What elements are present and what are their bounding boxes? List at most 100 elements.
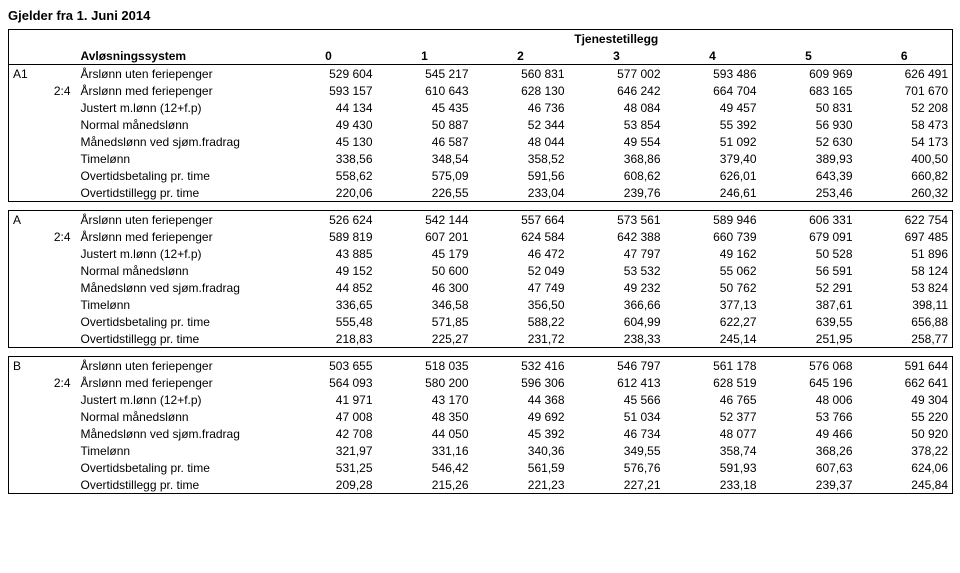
cell: 607 201	[377, 228, 473, 245]
cell: 555,48	[281, 313, 377, 330]
cell: 557 664	[473, 211, 569, 229]
cell: 45 435	[377, 99, 473, 116]
cell: 48 006	[761, 391, 857, 408]
cell: 49 692	[473, 408, 569, 425]
block-code	[9, 313, 41, 330]
cell: 47 797	[569, 245, 665, 262]
block-ratio	[41, 150, 77, 167]
block-code	[9, 442, 41, 459]
cell: 379,40	[665, 150, 761, 167]
cell: 591,93	[665, 459, 761, 476]
cell: 218,83	[281, 330, 377, 348]
cell: 46 736	[473, 99, 569, 116]
cell: 545 217	[377, 65, 473, 83]
cell: 251,95	[761, 330, 857, 348]
cell: 43 885	[281, 245, 377, 262]
cell: 50 528	[761, 245, 857, 262]
cell: 246,61	[665, 184, 761, 202]
cell: 48 350	[377, 408, 473, 425]
cell: 45 179	[377, 245, 473, 262]
block-ratio	[41, 65, 77, 83]
cell: 607,63	[761, 459, 857, 476]
table-row: Timelønn338,56348,54358,52368,86379,4038…	[9, 150, 953, 167]
cell: 43 170	[377, 391, 473, 408]
block-code	[9, 391, 41, 408]
cell: 645 196	[761, 374, 857, 391]
block-ratio: 2:4	[41, 374, 77, 391]
row-label: Årslønn med feriepenger	[77, 82, 281, 99]
block-ratio	[41, 391, 77, 408]
block-code	[9, 459, 41, 476]
cell: 622,27	[665, 313, 761, 330]
row-label: Månedslønn ved sjøm.fradrag	[77, 425, 281, 442]
cell: 697 485	[857, 228, 953, 245]
block-ratio	[41, 167, 77, 184]
cell: 49 457	[665, 99, 761, 116]
cell: 368,86	[569, 150, 665, 167]
cell: 44 852	[281, 279, 377, 296]
cell: 51 034	[569, 408, 665, 425]
block-code: B	[9, 357, 41, 375]
cell: 624 584	[473, 228, 569, 245]
cell: 571,85	[377, 313, 473, 330]
cell: 46 300	[377, 279, 473, 296]
cell: 45 392	[473, 425, 569, 442]
cell: 356,50	[473, 296, 569, 313]
cell: 596 306	[473, 374, 569, 391]
cell: 331,16	[377, 442, 473, 459]
cell: 701 670	[857, 82, 953, 99]
cell: 378,22	[857, 442, 953, 459]
block-ratio	[41, 211, 77, 229]
cell: 628 130	[473, 82, 569, 99]
cell: 561 178	[665, 357, 761, 375]
cell: 398,11	[857, 296, 953, 313]
cell: 589 819	[281, 228, 377, 245]
cell: 503 655	[281, 357, 377, 375]
row-label: Timelønn	[77, 442, 281, 459]
cell: 52 208	[857, 99, 953, 116]
block-code	[9, 374, 41, 391]
block-code	[9, 82, 41, 99]
cell: 50 762	[665, 279, 761, 296]
cell: 58 124	[857, 262, 953, 279]
block-ratio	[41, 262, 77, 279]
cell: 52 291	[761, 279, 857, 296]
block-ratio	[41, 330, 77, 348]
block-code	[9, 245, 41, 262]
cell: 51 092	[665, 133, 761, 150]
col-2: 2	[473, 47, 569, 65]
cell: 612 413	[569, 374, 665, 391]
cell: 624,06	[857, 459, 953, 476]
cell: 532 416	[473, 357, 569, 375]
cell: 44 050	[377, 425, 473, 442]
table-row: Overtidsbetaling pr. time555,48571,85588…	[9, 313, 953, 330]
cell: 336,65	[281, 296, 377, 313]
block-ratio	[41, 245, 77, 262]
cell: 656,88	[857, 313, 953, 330]
block-ratio	[41, 184, 77, 202]
cell: 349,55	[569, 442, 665, 459]
cell: 46 587	[377, 133, 473, 150]
cell: 604,99	[569, 313, 665, 330]
row-label: Årslønn uten feriepenger	[77, 211, 281, 229]
block-code	[9, 425, 41, 442]
cell: 48 077	[665, 425, 761, 442]
block-spacer	[9, 348, 953, 357]
table-row: 2:4Årslønn med feriepenger593 157610 643…	[9, 82, 953, 99]
cell: 626 491	[857, 65, 953, 83]
block-code	[9, 330, 41, 348]
table-row: Timelønn321,97331,16340,36349,55358,7436…	[9, 442, 953, 459]
cell: 52 344	[473, 116, 569, 133]
table-row: Timelønn336,65346,58356,50366,66377,1338…	[9, 296, 953, 313]
block-ratio: 2:4	[41, 82, 77, 99]
cell: 220,06	[281, 184, 377, 202]
cell: 239,37	[761, 476, 857, 494]
cell: 48 044	[473, 133, 569, 150]
cell: 53 824	[857, 279, 953, 296]
row-label: Månedslønn ved sjøm.fradrag	[77, 133, 281, 150]
cell: 55 392	[665, 116, 761, 133]
cell: 348,54	[377, 150, 473, 167]
block-ratio	[41, 133, 77, 150]
cell: 46 472	[473, 245, 569, 262]
cell: 55 220	[857, 408, 953, 425]
